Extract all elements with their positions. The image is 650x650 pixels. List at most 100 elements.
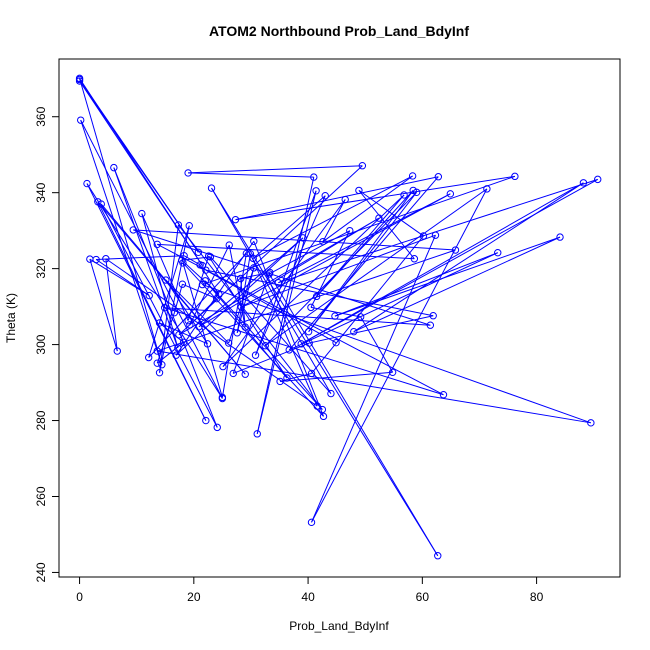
series-segment [240, 278, 246, 328]
data-point [312, 187, 320, 195]
data-point [237, 303, 245, 311]
series-segment [316, 190, 414, 297]
series-segment [188, 172, 314, 178]
series-segment [198, 237, 304, 328]
data-point [304, 327, 313, 336]
data-point [319, 237, 327, 246]
data-point [253, 430, 261, 438]
y-axis-label: Theta (K) [4, 293, 18, 343]
data-point [233, 329, 241, 337]
data-point [172, 351, 180, 359]
data-point [196, 261, 204, 269]
x-tick-label: 80 [530, 590, 544, 604]
data-point [178, 280, 187, 288]
data-point [175, 331, 183, 339]
data-point [174, 221, 183, 229]
y-tick-label: 320 [34, 258, 48, 278]
data-point [207, 184, 216, 192]
y-tick-label: 240 [34, 562, 48, 582]
data-point [180, 252, 188, 260]
series-segment [97, 201, 207, 421]
data-point [483, 185, 491, 193]
series-segment [148, 225, 190, 358]
x-axis-label: Prob_Land_BdyInf [289, 619, 389, 633]
series-segment [173, 284, 183, 313]
series-segment [204, 280, 323, 410]
series-segment [288, 176, 439, 351]
data-point [426, 321, 435, 329]
data-point [206, 253, 215, 261]
series-segment [156, 312, 175, 364]
data-point [261, 342, 269, 350]
data-point [410, 255, 419, 263]
plot-area [75, 74, 602, 560]
data-point [312, 292, 321, 301]
data-point [358, 162, 367, 170]
data-point [215, 290, 223, 299]
data-point [194, 248, 203, 257]
series-segment [188, 165, 363, 174]
series-segment [189, 244, 230, 326]
series-segment [334, 252, 498, 317]
data-point [307, 369, 316, 378]
data-point [451, 246, 460, 254]
series-segment [232, 272, 271, 374]
series-segment [264, 191, 417, 347]
series-segment [240, 271, 270, 279]
series-segment [182, 283, 217, 300]
data-point [400, 191, 408, 199]
data-point [331, 312, 339, 320]
data-point [184, 169, 192, 177]
data-point [153, 347, 161, 355]
data-point [83, 179, 91, 188]
series-segment [159, 322, 208, 345]
series-segment [236, 267, 255, 333]
data-point [283, 374, 291, 382]
data-point [388, 368, 397, 377]
data-point [219, 362, 227, 371]
data-point [307, 518, 316, 527]
data-point [313, 402, 321, 410]
data-point [274, 278, 283, 287]
series-segment [133, 229, 456, 251]
y-tick-label: 360 [34, 106, 48, 126]
series-segment [358, 190, 415, 260]
series-segment [159, 322, 184, 343]
series-segment [249, 253, 318, 407]
data-point [110, 163, 118, 172]
data-point [429, 312, 437, 320]
data-point [250, 264, 258, 272]
y-tick-label: 300 [34, 334, 48, 354]
series-segment [198, 217, 380, 328]
data-point [446, 190, 455, 198]
data-point [434, 552, 442, 560]
series-segment [156, 341, 184, 364]
series-segment [300, 178, 598, 345]
data-point [250, 237, 258, 245]
series-segment [353, 182, 584, 333]
series-segment [211, 187, 439, 556]
y-axis: 240 260 280 300 320 340 360 [34, 106, 60, 582]
series-segment [236, 253, 251, 333]
data-point [556, 233, 564, 241]
series-segment [360, 316, 394, 373]
series-segment [157, 350, 591, 424]
series-segment [353, 236, 561, 333]
data-point [75, 77, 84, 85]
data-point [310, 173, 318, 181]
data-point [184, 316, 192, 325]
x-tick-label: 20 [187, 590, 201, 604]
series-segment [89, 258, 118, 352]
series-segment [255, 190, 317, 356]
series-segment [235, 176, 439, 221]
series-segment [79, 78, 163, 365]
series-segment [157, 249, 456, 352]
data-point [224, 339, 233, 347]
series-segment [89, 258, 150, 297]
series-segment [358, 189, 424, 237]
x-tick-label: 0 [76, 590, 83, 604]
data-point [179, 338, 188, 347]
series-segment [189, 298, 218, 326]
data-point [494, 248, 502, 257]
data-point [319, 412, 328, 421]
